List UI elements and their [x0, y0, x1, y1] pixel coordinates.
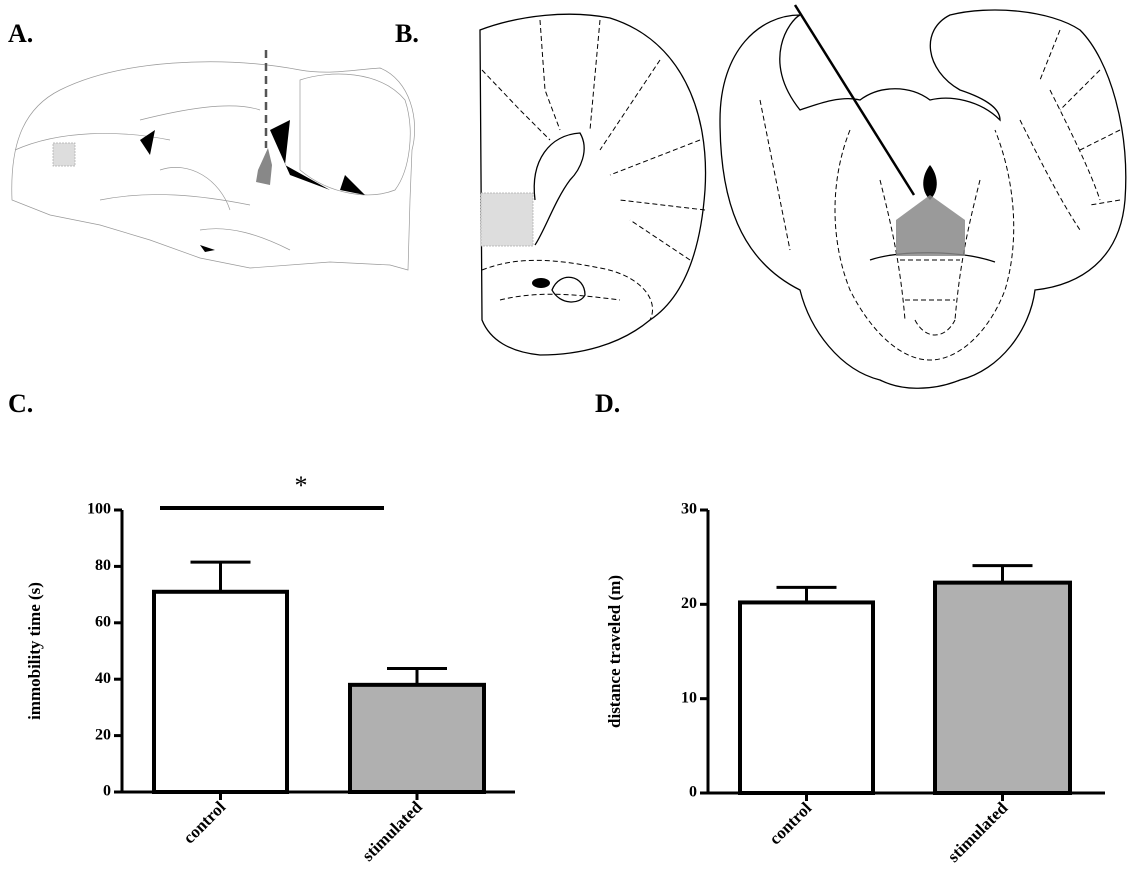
- sagittal-diagram: [12, 50, 415, 270]
- significance-label: *: [295, 471, 308, 500]
- y-tick-label: 100: [87, 501, 111, 518]
- y-axis-label: distance traveled (m): [605, 575, 624, 728]
- panel-label: D.: [595, 389, 620, 418]
- y-tick-label: 30: [681, 501, 697, 518]
- bar: [350, 685, 484, 792]
- x-tick-label: stimulated: [358, 797, 426, 865]
- coronal-diagram-right: [720, 5, 1126, 388]
- y-tick-label: 40: [95, 670, 111, 687]
- figure: A. B. C. D. 020406080100immobility time …: [0, 0, 1136, 896]
- x-tick-label: control: [765, 798, 815, 848]
- panel-label: B.: [395, 19, 419, 48]
- y-tick-label: 0: [103, 783, 111, 800]
- x-tick-label: control: [179, 797, 229, 847]
- y-tick-label: 80: [95, 557, 111, 574]
- x-tick-label: stimulated: [944, 798, 1012, 866]
- y-tick-label: 20: [95, 726, 111, 743]
- panel-label: A.: [8, 19, 33, 48]
- bar: [740, 602, 873, 793]
- y-axis-label: immobility time (s): [25, 582, 44, 720]
- bar: [935, 583, 1070, 793]
- y-tick-label: 0: [689, 784, 697, 801]
- y-tick-label: 60: [95, 613, 111, 630]
- y-tick-label: 20: [681, 595, 697, 612]
- y-tick-label: 10: [681, 689, 697, 706]
- panel-label: C.: [8, 389, 33, 418]
- bar: [154, 592, 287, 792]
- coronal-diagram-left: [480, 14, 706, 355]
